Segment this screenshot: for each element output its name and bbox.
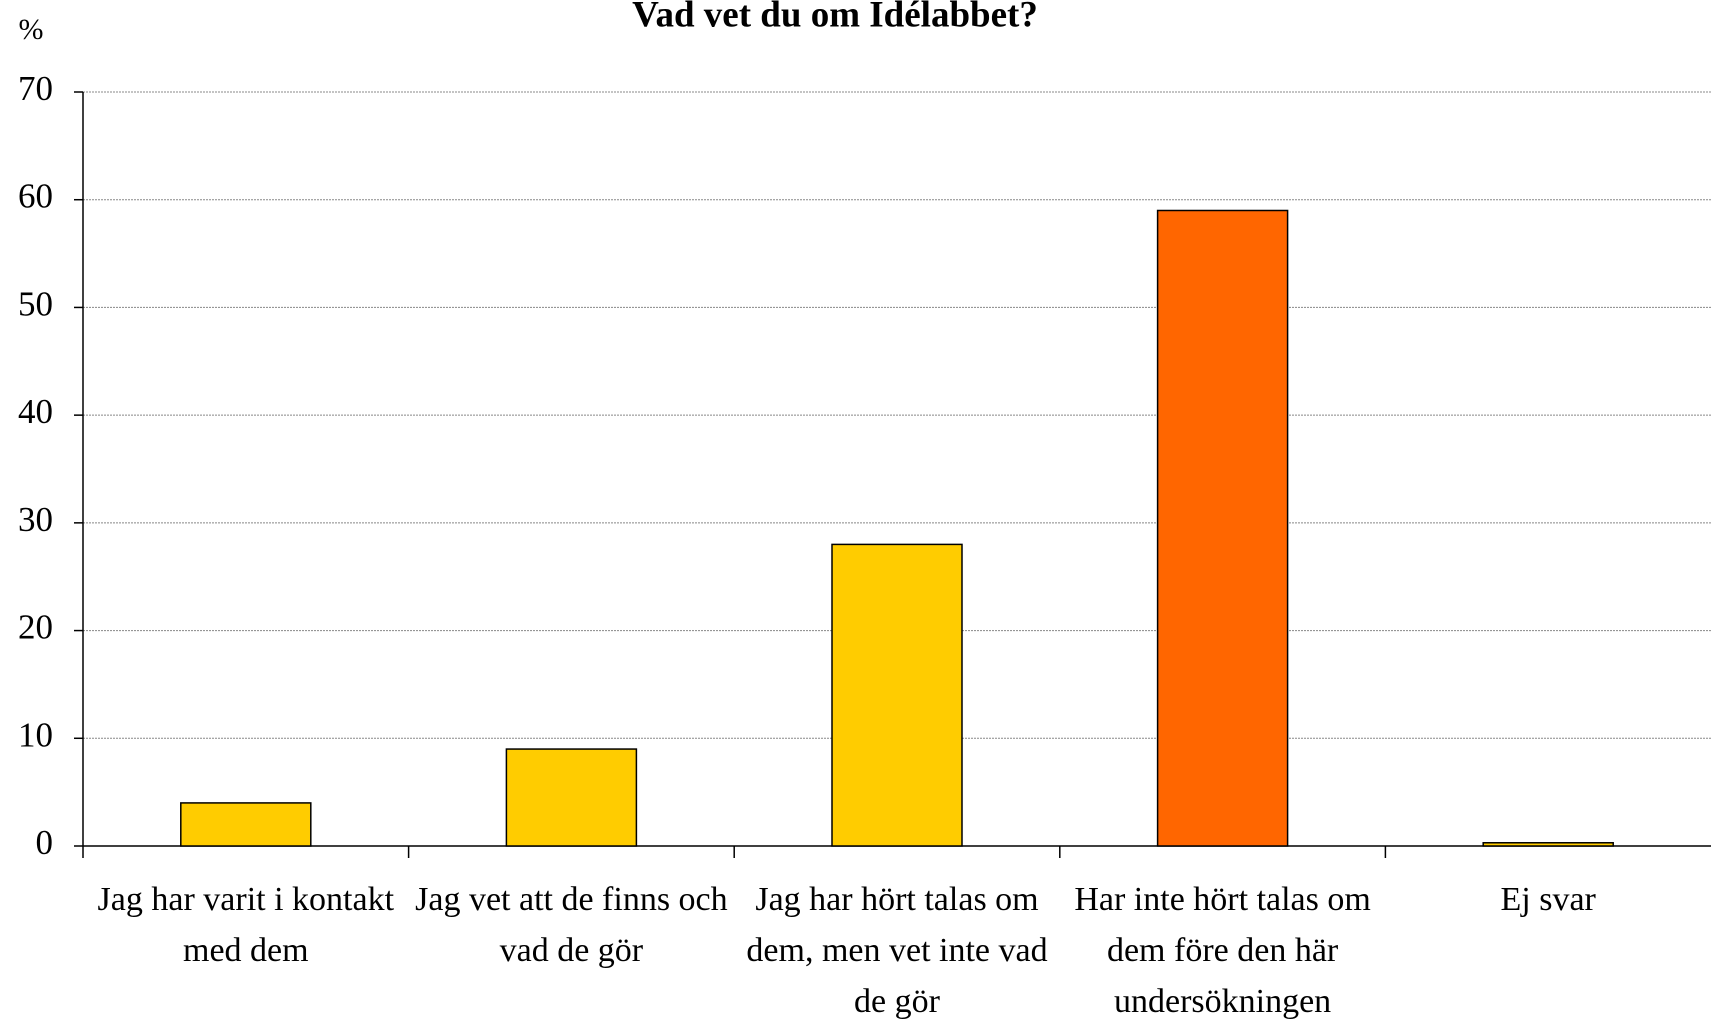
y-tick-label: 70 bbox=[18, 69, 53, 108]
x-tick-label-box: Jag vet att de finns och vad de gör bbox=[415, 881, 728, 969]
bar bbox=[505, 748, 638, 847]
y-tick-label: 60 bbox=[18, 177, 53, 216]
y-axis-label: % bbox=[19, 13, 44, 46]
x-tick-label: Jag har varit i kontakt med dem bbox=[97, 881, 395, 969]
x-tick-label-box: Har inte hört talas om dem före den här … bbox=[1074, 881, 1371, 1020]
x-tick-label: Jag vet att de finns och vad de gör bbox=[415, 881, 728, 969]
y-tick-label: 40 bbox=[18, 392, 53, 431]
x-tick-label-box: Jag har hört talas om dem, men vet inte … bbox=[746, 881, 1048, 1020]
bar bbox=[1156, 209, 1289, 847]
y-tick-label: 0 bbox=[36, 823, 54, 862]
x-tick-label-box: Ej svar bbox=[1500, 881, 1596, 918]
bar bbox=[831, 543, 963, 847]
x-tick-label: Ej svar bbox=[1500, 881, 1596, 918]
x-tick-label: Har inte hört talas om dem före den här … bbox=[1074, 881, 1371, 1020]
y-tick-label: 20 bbox=[18, 608, 53, 647]
bar bbox=[1482, 842, 1614, 847]
chart-title: Vad vet du om Idélabbet? bbox=[632, 0, 1038, 35]
y-tick-label: 50 bbox=[18, 284, 53, 323]
bar bbox=[180, 802, 312, 847]
y-tick-label: 30 bbox=[18, 500, 53, 539]
x-tick-label: Jag har hört talas om dem, men vet inte … bbox=[746, 881, 1048, 1020]
x-tick-label-box: Jag har varit i kontakt med dem bbox=[97, 881, 395, 969]
y-tick-label: 10 bbox=[18, 715, 53, 754]
